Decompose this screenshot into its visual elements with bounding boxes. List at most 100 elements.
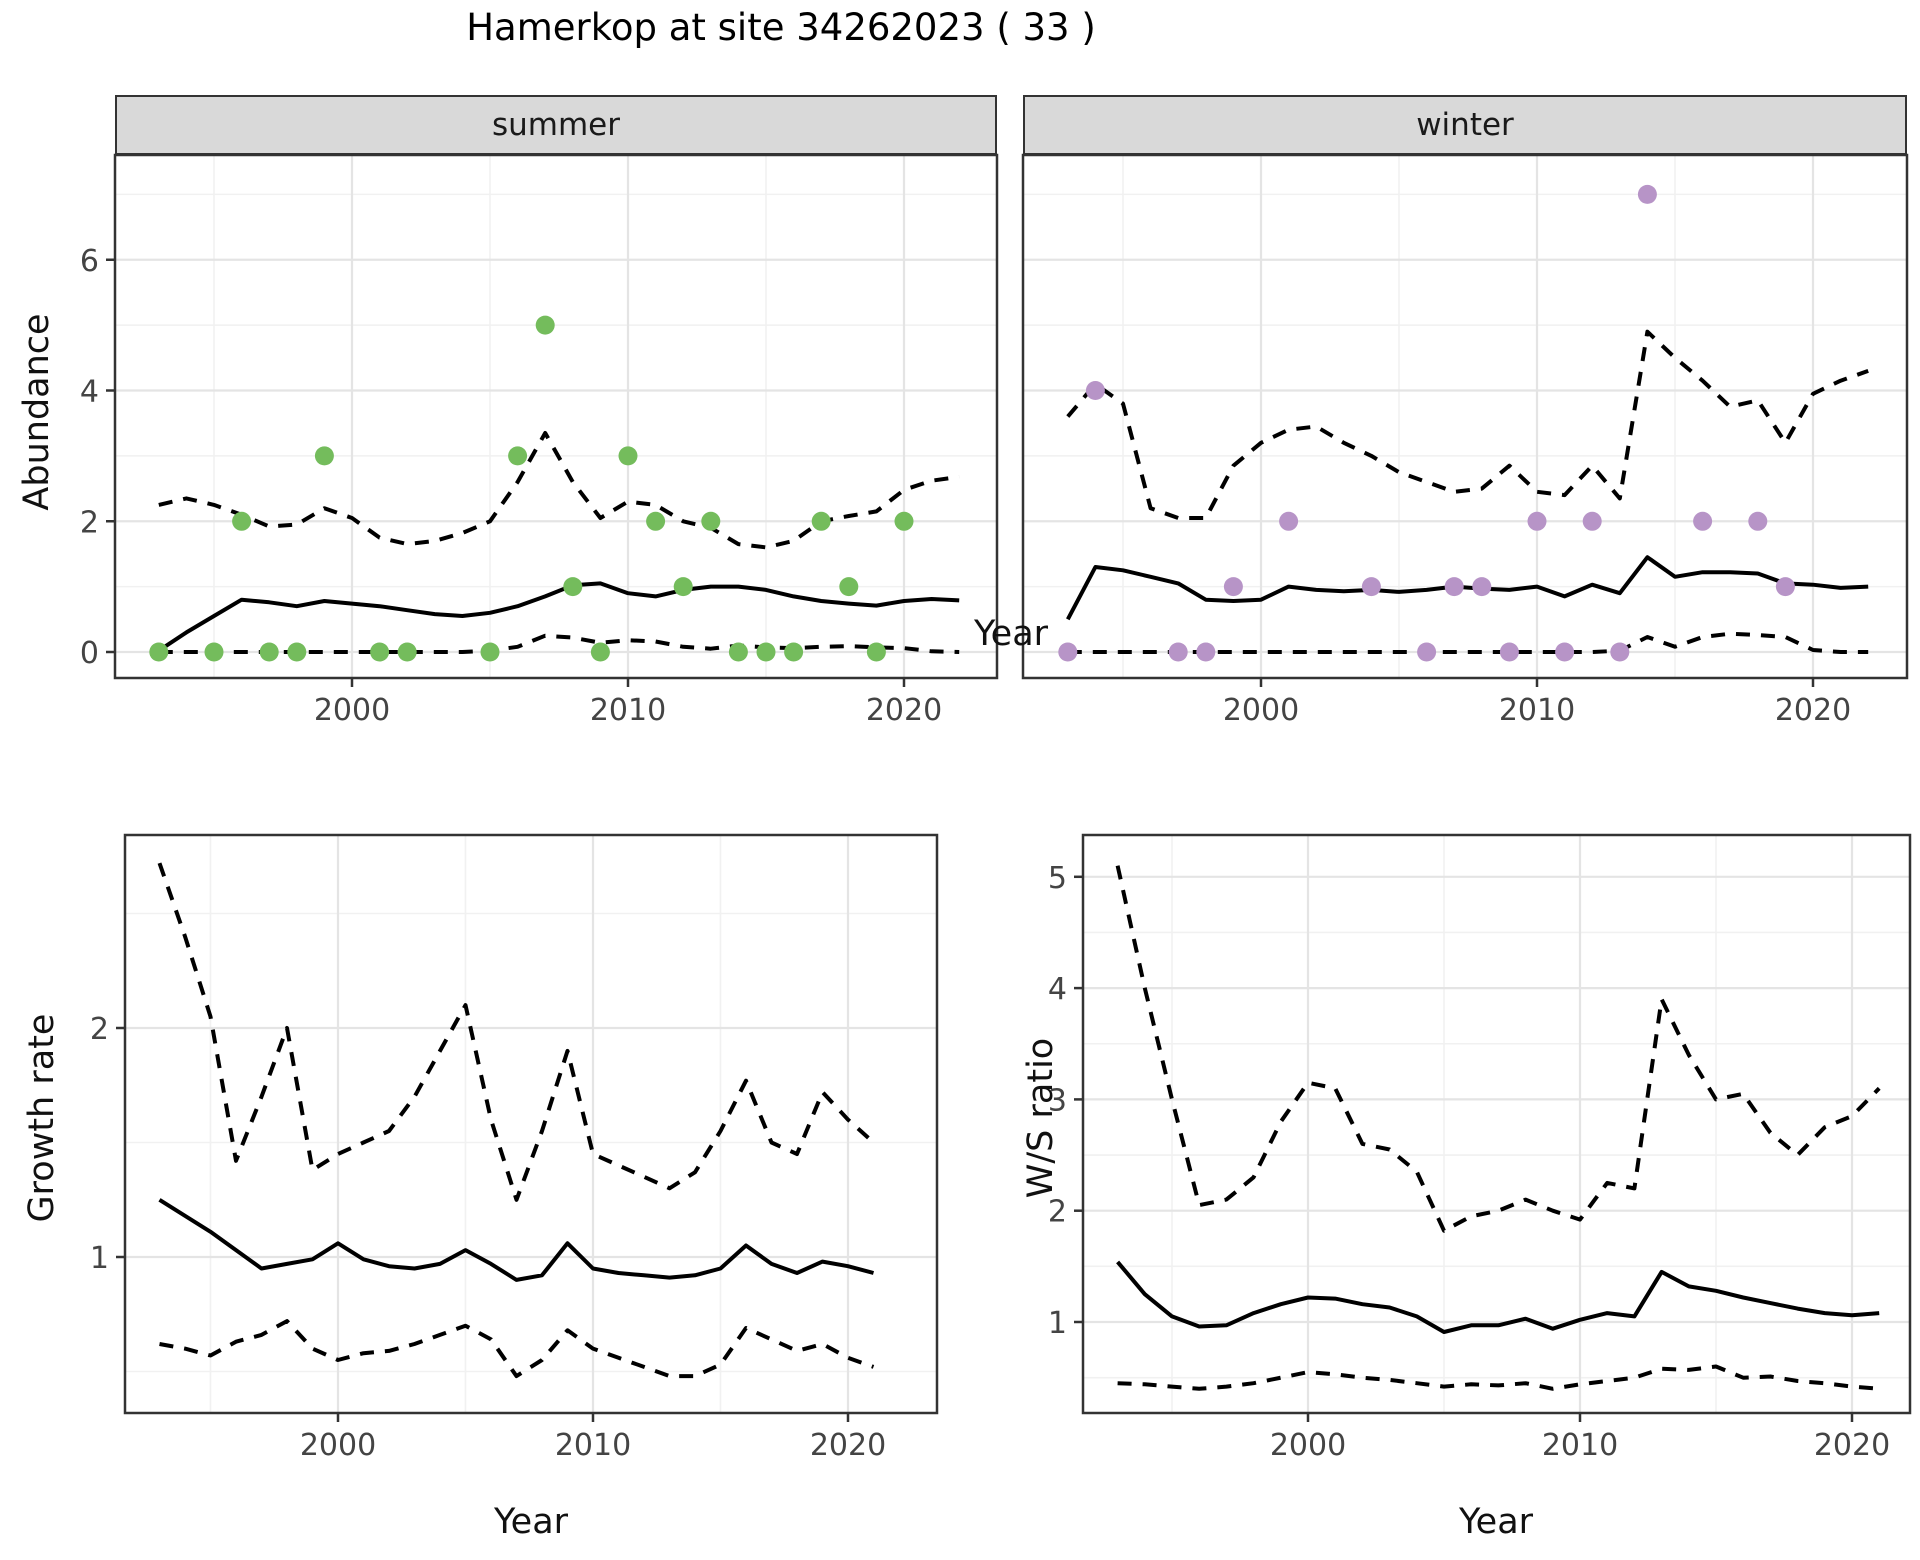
data-point [839,577,859,597]
chart-title: Hamerkop at site 34262023 ( 33 ) [466,6,1096,49]
data-point [397,642,417,662]
y-tick-label: 6 [80,244,99,279]
x-axis-title-year-top: Year [973,614,1049,654]
data-point [784,642,804,662]
y-tick-label: 4 [80,375,99,410]
data-point [894,511,914,531]
y-tick-label: 5 [1048,861,1067,896]
data-point [866,642,886,662]
x-tick-label: 2020 [1814,1428,1890,1463]
panel-border [1081,833,1912,1415]
y-axis-title-ws-ratio: W/S ratio [1021,1037,1061,1199]
data-point [728,642,748,662]
data-point [1499,642,1519,662]
abundance_winter-mean-line [1066,555,1869,621]
abundance_summer-mean-line [157,581,960,653]
data-point [756,642,776,662]
y-tick-label: 0 [80,636,99,671]
y-tick-label: 2 [80,505,99,540]
x-axis-title-year-bottom-left: Year [493,1502,569,1542]
data-point [314,446,334,466]
data-point [1196,642,1216,662]
data-point [1444,577,1464,597]
data-point [1693,511,1713,531]
y-axis-title-abundance: Abundance [17,313,57,511]
x-tick-label: 2020 [1775,693,1851,728]
data-point [1417,642,1437,662]
data-point [1748,511,1768,531]
x-tick-label: 2000 [314,693,390,728]
data-point [232,511,252,531]
data-point [535,315,555,335]
data-point [1361,577,1381,597]
facet-strip-winter-label: winter [1416,107,1514,143]
data-point [149,642,169,662]
panel-abundance_summer: 2000 2010 2020 0 2 4 6 [80,153,999,728]
data-point [563,577,583,597]
x-tick-label: 2020 [810,1428,886,1463]
series-group-abundance_winter [1058,184,1869,662]
data-point [701,511,721,531]
series-group-growth_rate [157,862,875,1379]
panel-ws_ratio: 2000 2010 2020 1 2 3 4 5 [1048,833,1912,1463]
y-tick-label: 1 [90,1241,109,1276]
y-tick-label: 2 [90,1012,109,1047]
y-tick-label: 4 [1048,972,1067,1007]
growth_rate-upper_ci-line [157,862,875,1202]
x-axis-title-year-bottom-right: Year [1458,1502,1534,1542]
panel-border [113,153,999,680]
panel-border [1021,153,1909,680]
ws_ratio-mean-line [1116,1260,1880,1334]
facet-strip-summer: summer [115,95,997,155]
growth_rate-mean-line [158,1198,875,1282]
data-point [1610,642,1630,662]
x-tick-label: 2010 [1499,693,1575,728]
data-point [204,642,224,662]
abundance_summer-upper_ci-line [158,431,960,550]
data-point [1582,511,1602,531]
panel-border [123,833,939,1415]
data-point [1058,642,1078,662]
x-tick-label: 2010 [590,693,666,728]
data-point [370,642,390,662]
data-point [480,642,500,662]
x-tick-label: 2000 [300,1428,376,1463]
growth_rate-lower_ci-line [159,1319,875,1379]
data-point [508,446,528,466]
data-point [646,511,666,531]
data-point [1637,184,1657,204]
data-point [1775,577,1795,597]
facet-strip-summer-label: summer [491,107,620,143]
data-point [1555,642,1575,662]
data-point [1527,511,1547,531]
data-point [590,642,610,662]
series-group-ws_ratio [1115,865,1881,1391]
data-point [618,446,638,466]
data-point [673,577,693,597]
x-tick-label: 2000 [1270,1428,1346,1463]
data-point [1168,642,1188,662]
data-point [1279,511,1299,531]
data-point [287,642,307,662]
data-point [1223,577,1243,597]
ws_ratio-upper_ci-line [1115,865,1881,1233]
data-point [1085,381,1105,400]
x-tick-label: 2010 [555,1428,631,1463]
abundance_summer-lower_ci-line [158,633,960,654]
y-tick-label: 2 [1048,1195,1067,1230]
data-point [811,511,831,531]
abundance_winter-lower_ci-line [1067,631,1869,654]
y-axis-title-growth-rate: Growth rate [22,1013,62,1223]
x-tick-label: 2000 [1223,693,1299,728]
abundance_winter-upper_ci-line [1066,329,1869,520]
facet-strip-winter: winter [1023,95,1907,155]
x-tick-label: 2010 [1542,1428,1618,1463]
data-point [1472,577,1492,597]
panel-growth_rate: 2000 2010 2020 1 2 [90,833,939,1463]
panel-abundance_winter: 2000 2010 2020 [1021,153,1909,728]
series-group-abundance_summer [149,315,960,662]
data-point [259,642,279,662]
ws_ratio-lower_ci-line [1117,1364,1880,1391]
